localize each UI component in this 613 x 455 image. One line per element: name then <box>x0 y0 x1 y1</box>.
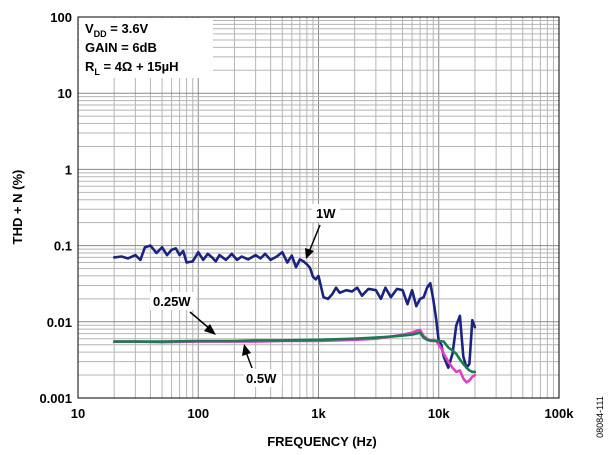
x-tick-label: 10 <box>71 406 85 421</box>
annotation-1w-arrowhead <box>305 248 314 259</box>
x-tick-label: 10k <box>428 406 450 421</box>
y-tick-label: 100 <box>50 10 72 25</box>
figure-id: 08084-111 <box>595 396 605 438</box>
y-axis-title: THD + N (%) <box>10 170 25 245</box>
y-tick-label: 10 <box>58 86 72 101</box>
annotation-05w-arrowhead <box>242 344 251 356</box>
gain-condition: GAIN = 6dB <box>85 40 157 55</box>
vdd-condition: VDD = 3.6V <box>85 21 149 39</box>
annotation-025w: 0.25W <box>153 294 191 309</box>
x-tick-label: 1k <box>311 406 326 421</box>
x-tick-label: 100 <box>187 406 209 421</box>
annotation-1w: 1W <box>316 206 336 221</box>
conditions-box <box>79 18 213 78</box>
tick-labels: 10 100 1k 10k 100k 0.001 0.01 0.1 1 10 100 <box>39 10 574 421</box>
x-tick-label: 100k <box>545 406 575 421</box>
plot-frame <box>77 16 560 399</box>
y-tick-label: 0.001 <box>39 391 72 406</box>
annotation-1w-bg <box>312 204 340 222</box>
annotation-025w-arrowhead <box>204 324 216 335</box>
annotation-025w-arrow <box>189 311 211 330</box>
annotations: 1W 0.25W 0.5W <box>150 204 340 387</box>
annotation-05w-arrow <box>245 351 253 369</box>
annotation-05w: 0.5W <box>246 371 277 386</box>
series-layer <box>112 244 477 384</box>
annotation-05w-bg <box>244 369 282 387</box>
series-line-1W <box>112 244 477 370</box>
grid <box>77 17 559 399</box>
y-tick-label: 0.01 <box>47 315 72 330</box>
x-axis-title: FREQUENCY (Hz) <box>267 434 377 449</box>
series-line-025W <box>112 331 477 374</box>
annotation-1w-arrow <box>308 224 321 253</box>
rl-condition: RL = 4Ω + 15µH <box>85 59 179 77</box>
y-tick-label: 0.1 <box>54 239 72 254</box>
y-tick-label: 1 <box>65 162 72 177</box>
annotation-025w-bg <box>150 292 196 310</box>
